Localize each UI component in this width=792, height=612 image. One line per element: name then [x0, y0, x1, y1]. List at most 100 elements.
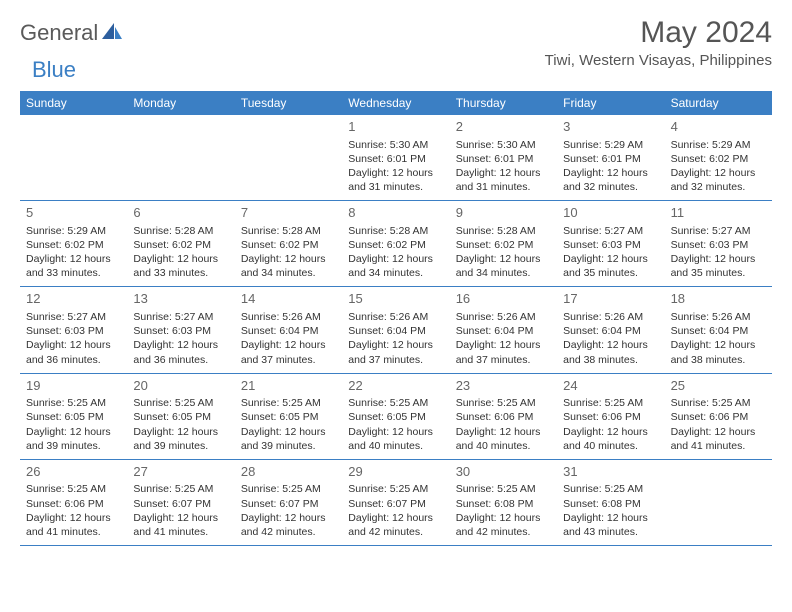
logo-text-2: Blue — [32, 57, 76, 83]
day-daylight: Daylight: 12 hours and 41 minutes. — [26, 511, 121, 539]
day-number: 29 — [348, 463, 443, 481]
day-number: 3 — [563, 118, 658, 136]
day-sunrise: Sunrise: 5:29 AM — [563, 138, 658, 152]
day-number: 23 — [456, 377, 551, 395]
page-subtitle: Tiwi, Western Visayas, Philippines — [545, 52, 772, 69]
day-cell: 4Sunrise: 5:29 AMSunset: 6:02 PMDaylight… — [665, 115, 772, 200]
day-sunset: Sunset: 6:05 PM — [348, 410, 443, 424]
day-cell: 22Sunrise: 5:25 AMSunset: 6:05 PMDayligh… — [342, 374, 449, 459]
day-sunrise: Sunrise: 5:26 AM — [241, 310, 336, 324]
day-cell: 20Sunrise: 5:25 AMSunset: 6:05 PMDayligh… — [127, 374, 234, 459]
day-sunrise: Sunrise: 5:30 AM — [456, 138, 551, 152]
day-sunrise: Sunrise: 5:25 AM — [348, 396, 443, 410]
day-number: 20 — [133, 377, 228, 395]
day-daylight: Daylight: 12 hours and 32 minutes. — [671, 166, 766, 194]
day-cell — [20, 115, 127, 200]
day-sunrise: Sunrise: 5:25 AM — [241, 482, 336, 496]
day-number: 12 — [26, 290, 121, 308]
day-number: 11 — [671, 204, 766, 222]
day-sunset: Sunset: 6:02 PM — [26, 238, 121, 252]
day-cell: 19Sunrise: 5:25 AMSunset: 6:05 PMDayligh… — [20, 374, 127, 459]
weekday-header: Saturday — [665, 91, 772, 115]
day-sunset: Sunset: 6:04 PM — [456, 324, 551, 338]
day-daylight: Daylight: 12 hours and 37 minutes. — [456, 338, 551, 366]
day-number: 7 — [241, 204, 336, 222]
day-sunset: Sunset: 6:02 PM — [456, 238, 551, 252]
day-number: 18 — [671, 290, 766, 308]
weekday-header: Thursday — [450, 91, 557, 115]
day-sunrise: Sunrise: 5:28 AM — [133, 224, 228, 238]
day-daylight: Daylight: 12 hours and 32 minutes. — [563, 166, 658, 194]
day-number: 26 — [26, 463, 121, 481]
day-sunrise: Sunrise: 5:28 AM — [241, 224, 336, 238]
weekday-header: Sunday — [20, 91, 127, 115]
day-daylight: Daylight: 12 hours and 38 minutes. — [563, 338, 658, 366]
day-cell: 30Sunrise: 5:25 AMSunset: 6:08 PMDayligh… — [450, 460, 557, 545]
day-sunrise: Sunrise: 5:26 AM — [348, 310, 443, 324]
day-cell: 24Sunrise: 5:25 AMSunset: 6:06 PMDayligh… — [557, 374, 664, 459]
day-sunset: Sunset: 6:07 PM — [133, 497, 228, 511]
week-row: 5Sunrise: 5:29 AMSunset: 6:02 PMDaylight… — [20, 201, 772, 287]
day-sunrise: Sunrise: 5:29 AM — [671, 138, 766, 152]
day-sunrise: Sunrise: 5:25 AM — [241, 396, 336, 410]
page-title: May 2024 — [545, 16, 772, 50]
day-sunrise: Sunrise: 5:29 AM — [26, 224, 121, 238]
day-daylight: Daylight: 12 hours and 34 minutes. — [348, 252, 443, 280]
day-daylight: Daylight: 12 hours and 35 minutes. — [671, 252, 766, 280]
weekday-header-row: Sunday Monday Tuesday Wednesday Thursday… — [20, 91, 772, 115]
weekday-header: Friday — [557, 91, 664, 115]
day-number: 1 — [348, 118, 443, 136]
day-sunrise: Sunrise: 5:25 AM — [348, 482, 443, 496]
day-cell: 12Sunrise: 5:27 AMSunset: 6:03 PMDayligh… — [20, 287, 127, 372]
day-daylight: Daylight: 12 hours and 37 minutes. — [241, 338, 336, 366]
day-cell: 21Sunrise: 5:25 AMSunset: 6:05 PMDayligh… — [235, 374, 342, 459]
day-sunset: Sunset: 6:06 PM — [456, 410, 551, 424]
day-sunset: Sunset: 6:01 PM — [348, 152, 443, 166]
day-sunset: Sunset: 6:08 PM — [563, 497, 658, 511]
day-cell: 16Sunrise: 5:26 AMSunset: 6:04 PMDayligh… — [450, 287, 557, 372]
day-number: 8 — [348, 204, 443, 222]
day-number: 31 — [563, 463, 658, 481]
day-sunset: Sunset: 6:04 PM — [241, 324, 336, 338]
day-daylight: Daylight: 12 hours and 33 minutes. — [133, 252, 228, 280]
title-block: May 2024 Tiwi, Western Visayas, Philippi… — [545, 16, 772, 69]
logo: General — [20, 16, 124, 46]
day-sunset: Sunset: 6:06 PM — [26, 497, 121, 511]
day-cell: 13Sunrise: 5:27 AMSunset: 6:03 PMDayligh… — [127, 287, 234, 372]
week-row: 26Sunrise: 5:25 AMSunset: 6:06 PMDayligh… — [20, 460, 772, 546]
day-cell: 27Sunrise: 5:25 AMSunset: 6:07 PMDayligh… — [127, 460, 234, 545]
weekday-header: Wednesday — [342, 91, 449, 115]
day-sunrise: Sunrise: 5:26 AM — [563, 310, 658, 324]
day-daylight: Daylight: 12 hours and 36 minutes. — [133, 338, 228, 366]
weekday-header: Tuesday — [235, 91, 342, 115]
day-sunrise: Sunrise: 5:25 AM — [26, 396, 121, 410]
day-cell: 9Sunrise: 5:28 AMSunset: 6:02 PMDaylight… — [450, 201, 557, 286]
day-sunset: Sunset: 6:04 PM — [563, 324, 658, 338]
day-sunrise: Sunrise: 5:27 AM — [133, 310, 228, 324]
day-daylight: Daylight: 12 hours and 39 minutes. — [26, 425, 121, 453]
day-cell: 1Sunrise: 5:30 AMSunset: 6:01 PMDaylight… — [342, 115, 449, 200]
week-row: 1 Sunrise: 5:30 AM Sunset: 6:01 PM Daylight… — [20, 115, 772, 201]
day-sunset: Sunset: 6:03 PM — [563, 238, 658, 252]
day-number: 6 — [133, 204, 228, 222]
day-sunset: Sunset: 6:04 PM — [671, 324, 766, 338]
day-number: 17 — [563, 290, 658, 308]
day-sunset: Sunset: 6:03 PM — [133, 324, 228, 338]
day-cell: 23Sunrise: 5:25 AMSunset: 6:06 PMDayligh… — [450, 374, 557, 459]
day-sunset: Sunset: 6:06 PM — [671, 410, 766, 424]
day-sunset: Sunset: 6:05 PM — [133, 410, 228, 424]
day-number: 16 — [456, 290, 551, 308]
day-sunrise: Sunrise: 5:25 AM — [563, 482, 658, 496]
day-daylight: Daylight: 12 hours and 42 minutes. — [241, 511, 336, 539]
day-cell: 7Sunrise: 5:28 AMSunset: 6:02 PMDaylight… — [235, 201, 342, 286]
day-cell: 5Sunrise: 5:29 AMSunset: 6:02 PMDaylight… — [20, 201, 127, 286]
logo-sail-icon — [102, 23, 122, 44]
day-number: 15 — [348, 290, 443, 308]
day-daylight: Daylight: 12 hours and 36 minutes. — [26, 338, 121, 366]
day-cell: 28Sunrise: 5:25 AMSunset: 6:07 PMDayligh… — [235, 460, 342, 545]
day-number: 4 — [671, 118, 766, 136]
day-daylight: Daylight: 12 hours and 40 minutes. — [456, 425, 551, 453]
day-sunset: Sunset: 6:03 PM — [26, 324, 121, 338]
day-cell — [127, 115, 234, 200]
day-number: 2 — [456, 118, 551, 136]
